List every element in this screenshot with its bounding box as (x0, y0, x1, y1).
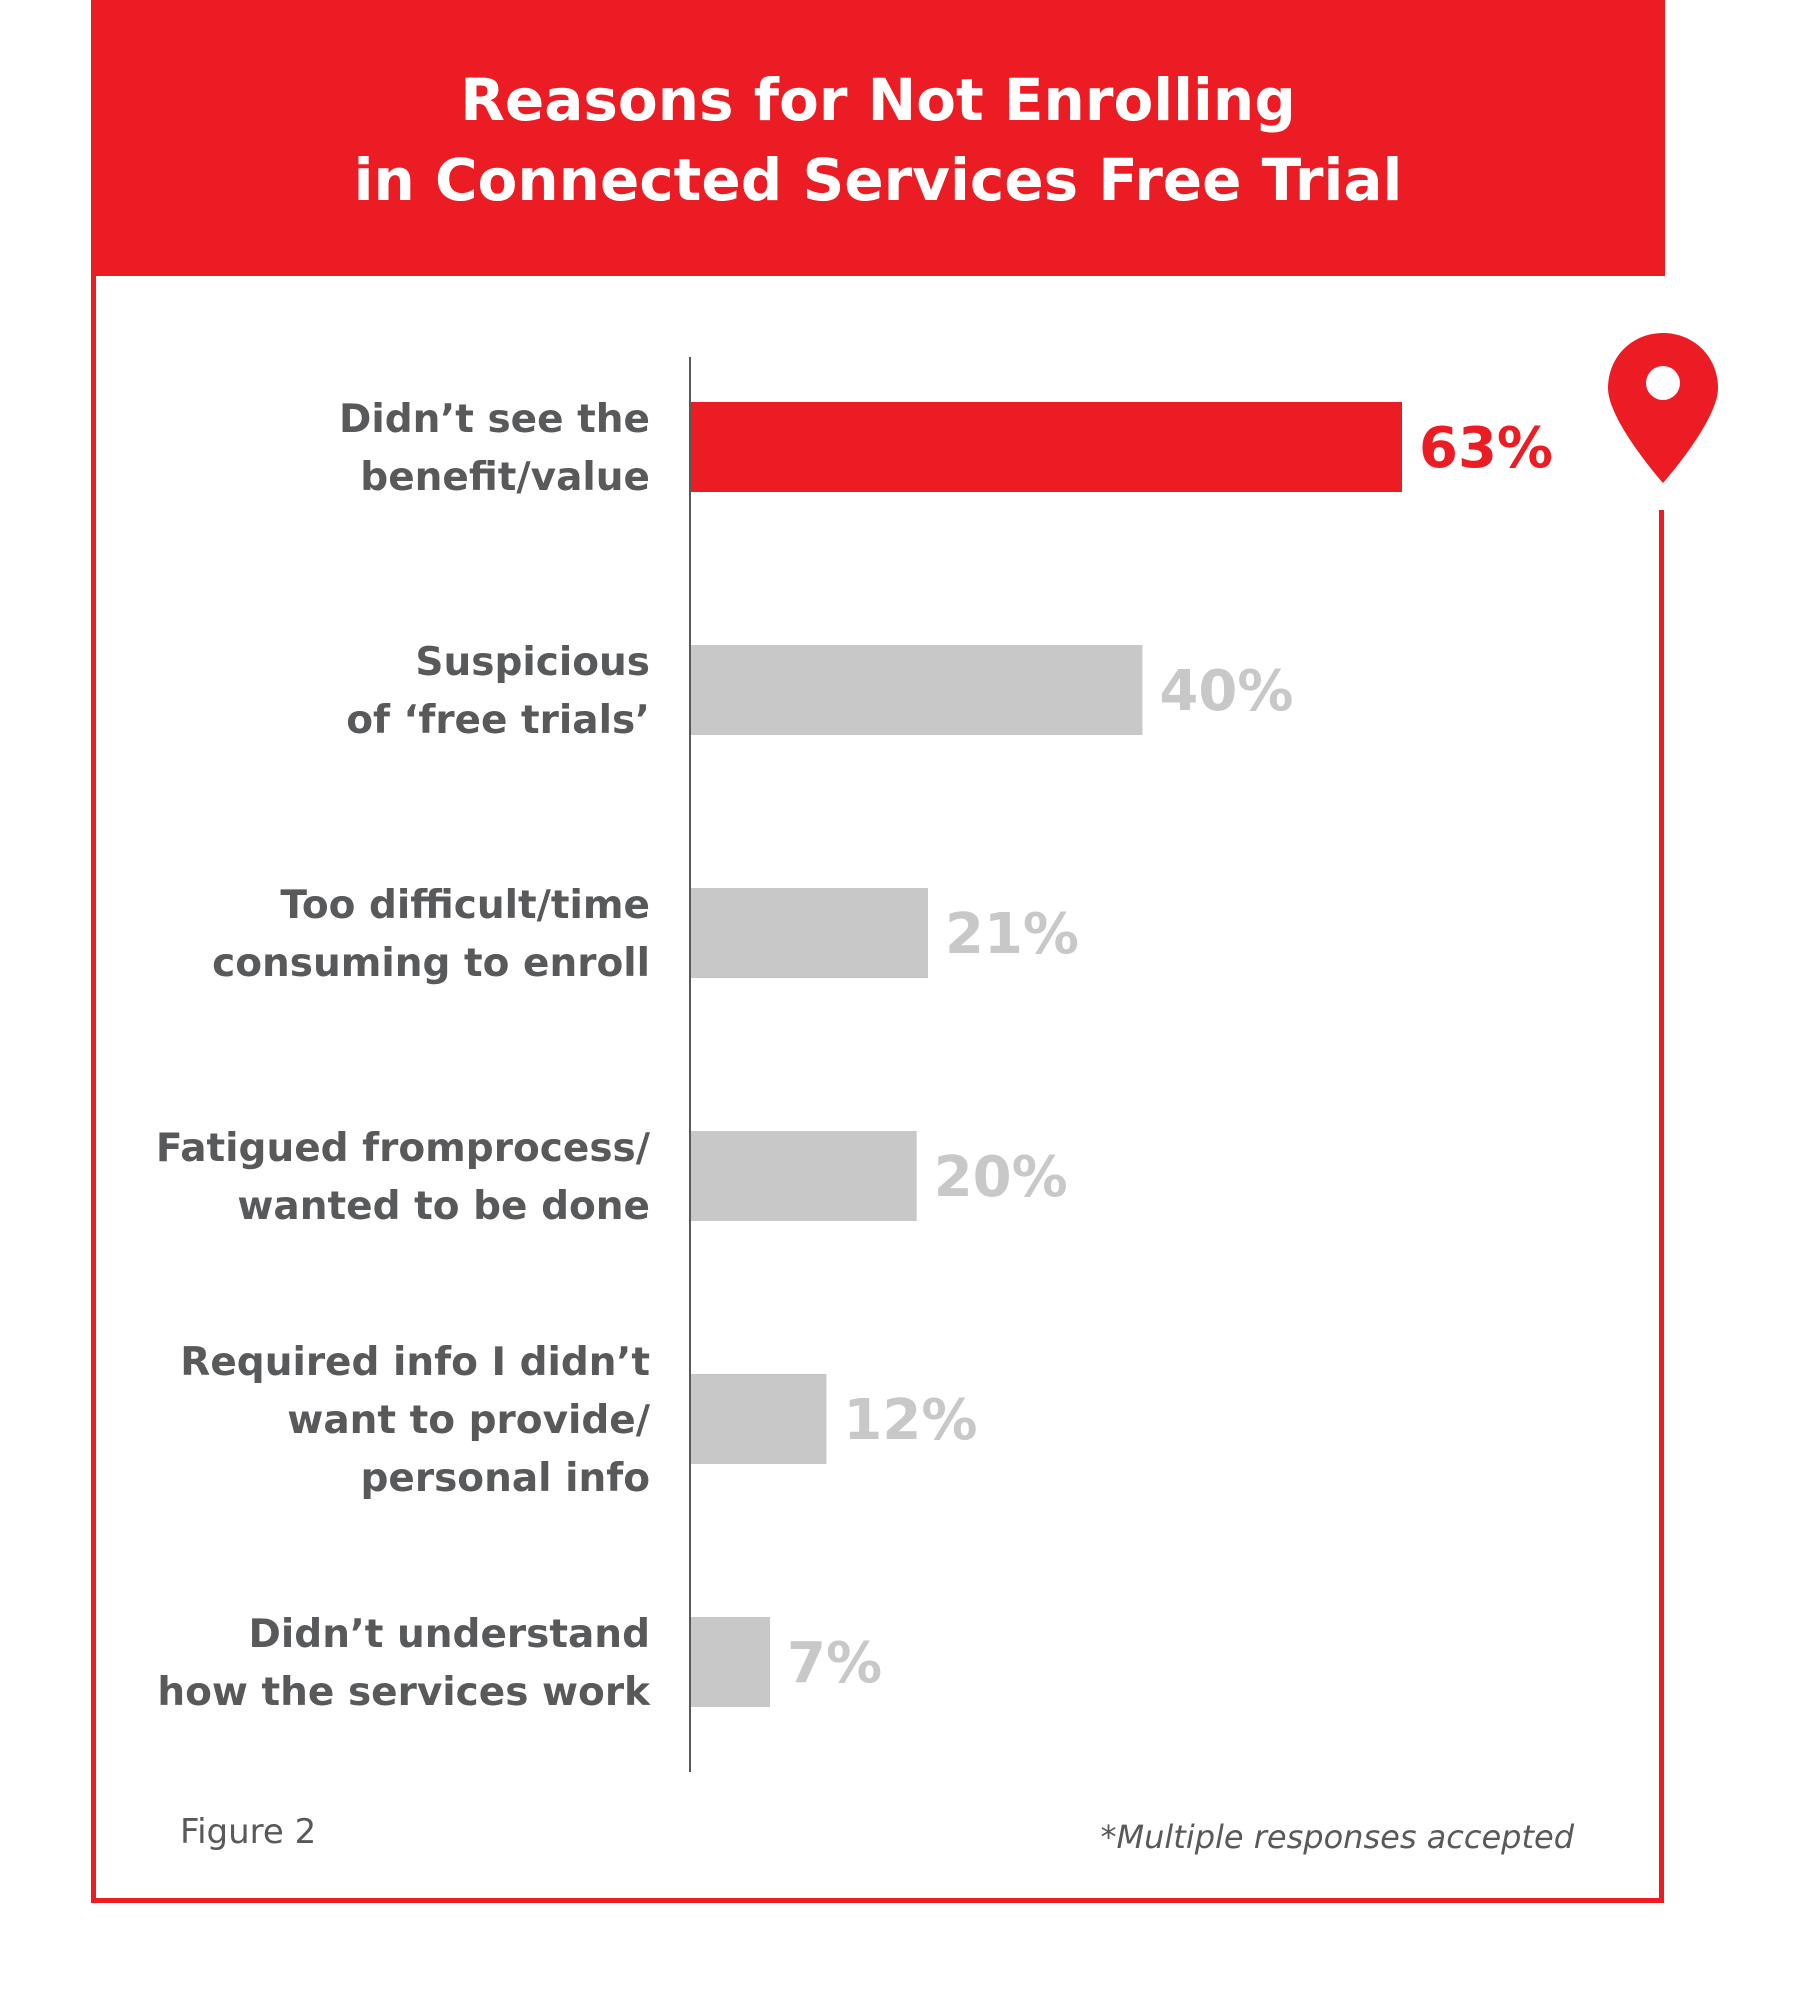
value-label-2: 40% (1159, 659, 1293, 724)
value-label-3: 21% (945, 902, 1079, 967)
chart-title-line-2: in Connected Services Free Trial (353, 146, 1403, 214)
bar-5 (691, 1374, 827, 1464)
category-label-1: Didn’t see the benefit/value (339, 397, 650, 500)
category-label-5-line-1: Required info I didn’t (180, 1340, 650, 1385)
category-label-5-line-2: want to provide/ (287, 1398, 650, 1443)
category-label-2: Suspicious of ‘free trials’ (346, 640, 650, 743)
figure-label: Figure 2 (180, 1812, 317, 1852)
category-label-3-line-2: consuming to enroll (212, 941, 650, 986)
location-pin-shape (1608, 333, 1718, 483)
category-label-3: Too difficult/time consuming to enroll (212, 883, 650, 986)
category-label-6: Didn’t understand how the services work (157, 1612, 651, 1715)
category-label-4-line-2: wanted to be done (237, 1184, 650, 1229)
category-label-2-line-2: of ‘free trials’ (346, 698, 650, 743)
location-pin-hole (1646, 366, 1680, 400)
bar-6 (691, 1617, 770, 1707)
value-label-6: 7% (787, 1631, 882, 1696)
category-label-2-line-1: Suspicious (415, 640, 650, 685)
category-label-6-line-2: how the services work (157, 1670, 651, 1715)
category-label-3-line-1: Too difficult/time (280, 883, 650, 928)
chart-title: Reasons for Not Enrolling in Connected S… (91, 60, 1665, 220)
category-label-1-line-2: benefit/value (360, 455, 650, 500)
value-label-1: 63% (1419, 416, 1553, 481)
title-banner (91, 0, 1665, 276)
bar-4 (691, 1131, 917, 1221)
footnote: *Multiple responses accepted (1100, 1818, 1574, 1856)
bar-1 (691, 402, 1402, 492)
category-label-4: Fatigued fromprocess/wanted to be done (156, 1126, 651, 1229)
value-label-5: 12% (843, 1388, 977, 1453)
bar-3 (691, 888, 928, 978)
category-label-5: Required info I didn’t want to provide/pe… (180, 1340, 650, 1501)
chart-title-line-1: Reasons for Not Enrolling (460, 66, 1296, 134)
location-pin-icon (1608, 333, 1718, 483)
category-label-1-line-1: Didn’t see the (339, 397, 650, 442)
category-label-6-line-1: Didn’t understand (249, 1612, 650, 1657)
chart-frame (91, 270, 1664, 1903)
category-label-5-line-3: personal info (360, 1456, 650, 1501)
bar-2 (691, 645, 1143, 735)
chart-frame-right-edge (1659, 510, 1664, 1903)
category-label-4-line-1: Fatigued fromprocess/ (156, 1126, 651, 1171)
value-label-4: 20% (934, 1145, 1068, 1210)
